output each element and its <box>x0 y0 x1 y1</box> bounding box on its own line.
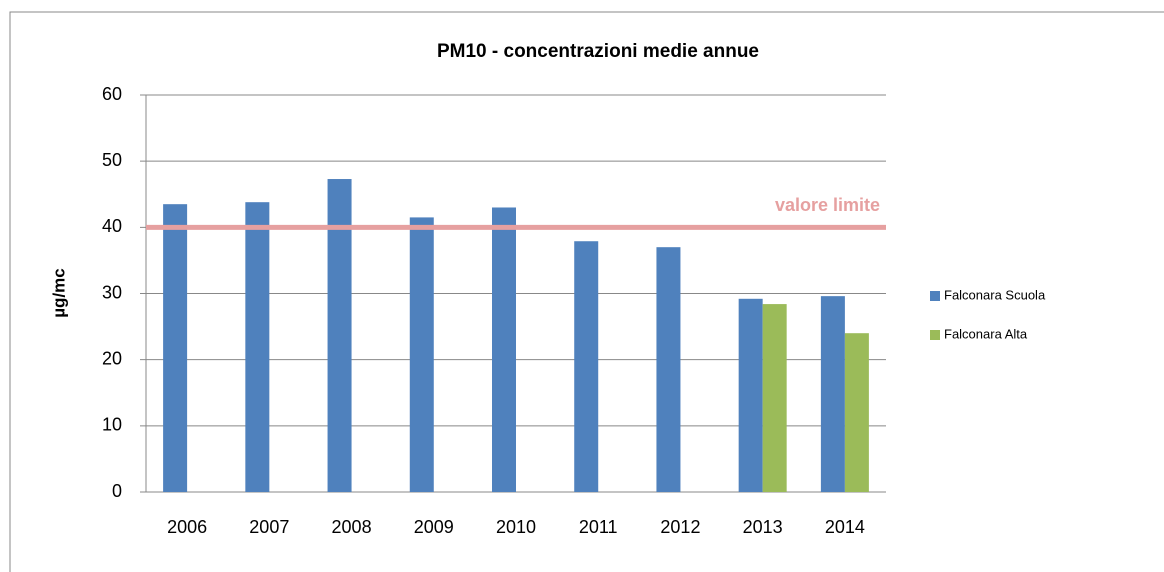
x-tick-label: 2013 <box>743 517 783 537</box>
y-tick-label: 40 <box>102 216 122 236</box>
legend-swatch <box>930 291 940 301</box>
bar <box>762 304 787 492</box>
legend-swatch <box>930 330 940 340</box>
bar <box>574 241 599 492</box>
x-tick-label: 2009 <box>414 517 454 537</box>
y-axis-label: µg/mc <box>49 268 68 317</box>
x-tick-label: 2012 <box>660 517 700 537</box>
x-tick-label: 2010 <box>496 517 536 537</box>
y-tick-label: 30 <box>102 282 122 302</box>
bar <box>327 179 352 492</box>
y-tick-label: 10 <box>102 415 122 435</box>
x-tick-label: 2011 <box>579 517 618 537</box>
legend-label: Falconara Scuola <box>944 287 1046 302</box>
y-tick-label: 60 <box>102 84 122 104</box>
bar <box>844 333 869 492</box>
limit-label: valore limite <box>775 195 880 215</box>
bar <box>409 217 434 493</box>
x-tick-label: 2006 <box>167 517 207 537</box>
y-tick-label: 50 <box>102 150 122 170</box>
chart-title: PM10 - concentrazioni medie annue <box>437 41 759 62</box>
bar <box>245 202 270 492</box>
x-tick-label: 2014 <box>825 517 865 537</box>
bar <box>656 247 681 492</box>
bar <box>163 204 188 493</box>
bar <box>820 296 845 492</box>
x-tick-label: 2007 <box>249 517 289 537</box>
chart-frame <box>9 11 1164 572</box>
bar <box>738 298 763 492</box>
y-tick-label: 0 <box>112 481 122 501</box>
x-tick-label: 2008 <box>332 517 372 537</box>
legend-label: Falconara Alta <box>944 326 1028 341</box>
y-tick-label: 20 <box>102 348 122 368</box>
bar <box>492 207 516 492</box>
